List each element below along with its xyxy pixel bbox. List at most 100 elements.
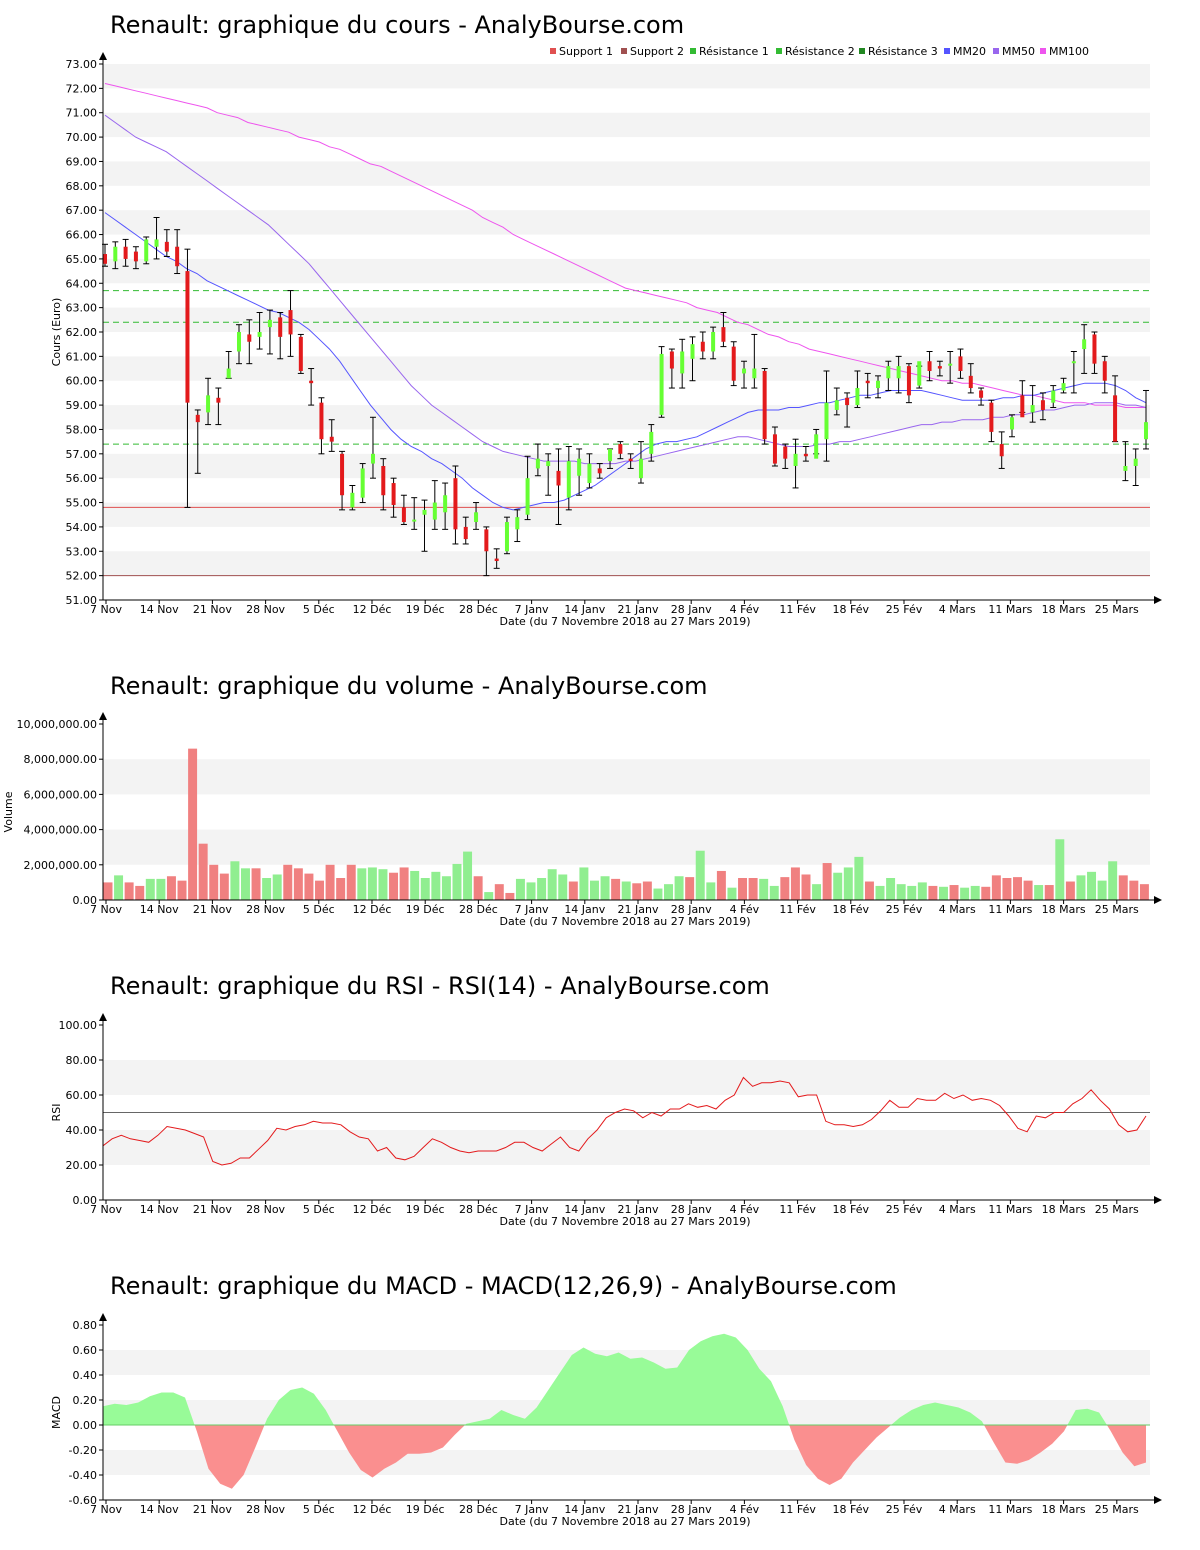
x-tick-label: 28 Nov xyxy=(246,603,285,616)
legend-swatch xyxy=(621,48,627,54)
y-tick-label: 56.00 xyxy=(66,472,98,485)
y-tick-label: 10,000,000.00 xyxy=(17,718,97,731)
candle-down xyxy=(731,346,736,381)
volume-bar xyxy=(928,885,938,900)
macd-area-positive xyxy=(103,1392,195,1425)
volume-bar xyxy=(420,878,430,900)
volume-bar xyxy=(738,878,748,900)
y-axis-label: Volume xyxy=(2,791,15,832)
volume-bar xyxy=(166,876,176,900)
candle-up xyxy=(1030,405,1035,413)
x-tick-label: 4 Fév xyxy=(730,603,760,616)
y-tick-label: 0.00 xyxy=(73,1194,98,1207)
x-tick-label: 28 Déc xyxy=(459,1203,498,1216)
y-tick-label: 63.00 xyxy=(66,302,98,315)
candle-down xyxy=(628,458,633,462)
x-tick-label: 12 Déc xyxy=(353,903,392,916)
candle-up xyxy=(917,361,922,386)
candle-up xyxy=(515,517,520,530)
candle-up xyxy=(1144,422,1148,440)
x-tick-label: 25 Fév xyxy=(886,903,923,916)
candle-up xyxy=(226,368,231,379)
macd-area-positive xyxy=(891,1402,984,1425)
grid-band xyxy=(103,1450,1150,1475)
candle-up xyxy=(752,368,757,379)
x-tick-label: 4 Fév xyxy=(730,1503,760,1516)
volume-bar xyxy=(843,867,853,900)
candle-up xyxy=(896,366,901,379)
x-tick-label: 14 Janv xyxy=(564,1203,605,1216)
volume-bar xyxy=(568,881,578,900)
candle-up xyxy=(236,332,241,352)
y-tick-label: 69.00 xyxy=(66,155,98,168)
candle-down xyxy=(309,380,314,384)
y-tick-label: 4,000,000.00 xyxy=(24,824,97,837)
candle-up xyxy=(443,495,448,513)
volume-bar xyxy=(970,885,980,900)
x-tick-label: 5 Déc xyxy=(303,903,335,916)
volume-bar xyxy=(1034,885,1044,900)
volume-bar xyxy=(494,884,504,900)
candle-down xyxy=(556,470,561,486)
x-tick-label: 4 Mars xyxy=(939,1203,976,1216)
x-tick-label: 19 Déc xyxy=(406,1203,445,1216)
y-tick-label: 65.00 xyxy=(66,253,98,266)
y-tick-label: 51.00 xyxy=(66,594,98,607)
legend-swatch xyxy=(550,48,556,54)
volume-bar xyxy=(695,850,705,900)
volume-bar xyxy=(685,877,695,900)
x-axis-arrow xyxy=(1154,896,1162,904)
volume-bar xyxy=(833,872,843,900)
candle-down xyxy=(494,558,499,562)
candle-down xyxy=(772,434,777,464)
candle-down xyxy=(597,468,602,474)
volume-bar xyxy=(262,878,272,900)
mm50-line xyxy=(104,114,1147,465)
y-tick-label: 0.80 xyxy=(73,1319,98,1332)
x-tick-label: 7 Janv xyxy=(515,1203,549,1216)
x-tick-label: 14 Janv xyxy=(564,1503,605,1516)
candle-down xyxy=(133,251,138,262)
candle-up xyxy=(535,458,540,469)
grid-band xyxy=(103,112,1150,138)
grid-band xyxy=(103,1060,1150,1095)
y-tick-label: 67.00 xyxy=(66,204,98,217)
candle-up xyxy=(432,502,437,520)
x-tick-label: 11 Mars xyxy=(988,1503,1032,1516)
volume-bar xyxy=(315,880,324,900)
candle-up xyxy=(144,239,149,262)
legend-swatch xyxy=(859,48,865,54)
x-tick-label: 28 Janv xyxy=(671,603,712,616)
y-tick-label: 60.00 xyxy=(66,1089,98,1102)
x-tick-label: 11 Fév xyxy=(779,1203,816,1216)
legend-label: MM50 xyxy=(1002,45,1035,58)
x-tick-label: 25 Mars xyxy=(1095,903,1139,916)
grid-band xyxy=(103,502,1150,527)
legend-label: Support 2 xyxy=(630,45,684,58)
candle-up xyxy=(267,319,272,328)
volume-bar xyxy=(938,886,948,900)
candle-down xyxy=(968,375,973,389)
volume-bar xyxy=(991,875,1001,900)
legend-swatch xyxy=(1040,48,1046,54)
volume-bar xyxy=(219,873,229,900)
y-tick-label: -0.60 xyxy=(69,1494,97,1507)
x-tick-label: 28 Nov xyxy=(246,1203,285,1216)
candle-up xyxy=(1061,383,1066,391)
x-tick-label: 4 Mars xyxy=(939,903,976,916)
candle-down xyxy=(927,361,932,371)
candle-down xyxy=(484,529,489,552)
x-tick-label: 11 Mars xyxy=(988,603,1032,616)
volume-bar xyxy=(188,748,198,900)
volume-bar xyxy=(801,874,811,900)
grid-band xyxy=(103,307,1150,332)
volume-bar xyxy=(579,867,589,900)
candle-up xyxy=(1123,466,1128,471)
volume-bar xyxy=(156,878,166,900)
volume-bar xyxy=(706,882,716,900)
x-tick-label: 11 Mars xyxy=(988,903,1032,916)
candle-up xyxy=(474,512,479,523)
candle-up xyxy=(422,509,427,515)
candle-down xyxy=(453,478,458,530)
volume-bar xyxy=(135,885,145,900)
